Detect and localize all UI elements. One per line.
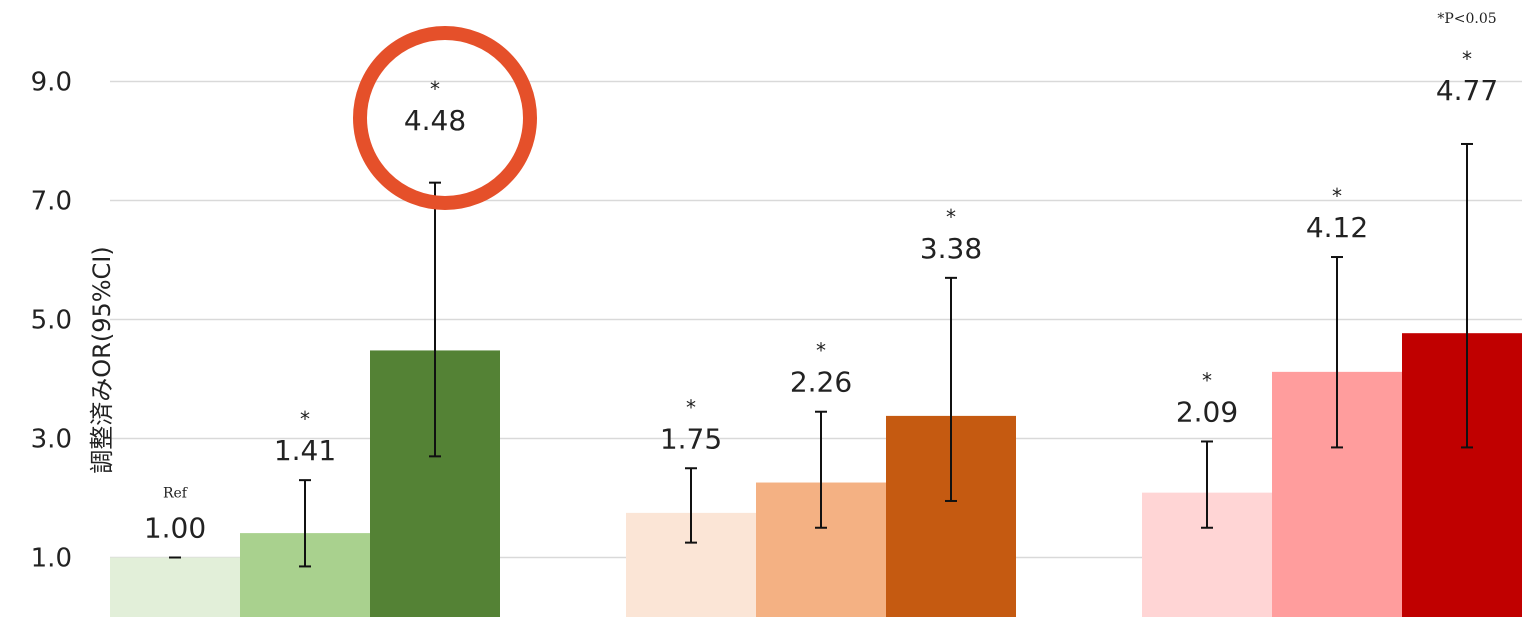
- value-label: 1.00: [144, 512, 206, 545]
- significance-star: *: [1332, 184, 1342, 208]
- significance-star: *: [1202, 368, 1212, 392]
- reference-label: Ref: [163, 486, 189, 502]
- y-tick-label: 3.0: [31, 425, 72, 455]
- significance-star: *: [816, 339, 826, 363]
- value-label: 4.48: [404, 104, 466, 137]
- significance-star: *: [946, 205, 956, 229]
- y-axis: 1.0 3.0 5.0 7.0 9.0: [31, 68, 72, 574]
- value-label: 2.09: [1176, 395, 1238, 428]
- value-label: 4.12: [1306, 211, 1368, 244]
- y-tick-label: 1.0: [31, 544, 72, 574]
- significance-star: *: [686, 395, 696, 419]
- significance-star: *: [430, 77, 440, 101]
- y-tick-label: 5.0: [31, 306, 72, 336]
- value-label: 3.38: [920, 232, 982, 265]
- y-tick-label: 9.0: [31, 68, 72, 98]
- highlight-circle: [353, 26, 537, 210]
- bar: [1402, 333, 1522, 617]
- value-label: 1.41: [274, 434, 336, 467]
- significance-note: *P<0.05: [1437, 11, 1496, 27]
- value-label: 1.75: [660, 422, 722, 455]
- significance-star: *: [300, 407, 310, 431]
- value-label: 2.26: [790, 366, 852, 399]
- y-tick-label: 7.0: [31, 187, 72, 217]
- error-bars: [169, 142, 1473, 568]
- value-label: 4.77: [1436, 74, 1498, 107]
- bar: [110, 557, 240, 617]
- significance-star: *: [1462, 47, 1472, 71]
- y-axis-label: 調整済みOR(95%CI): [88, 246, 116, 473]
- value-labels: 1.00 Ref 1.41 * 4.48 * 1.75 * 2.26 * 3.38 * 2.09 * 4.1…: [144, 26, 1498, 545]
- bars: [110, 333, 1522, 617]
